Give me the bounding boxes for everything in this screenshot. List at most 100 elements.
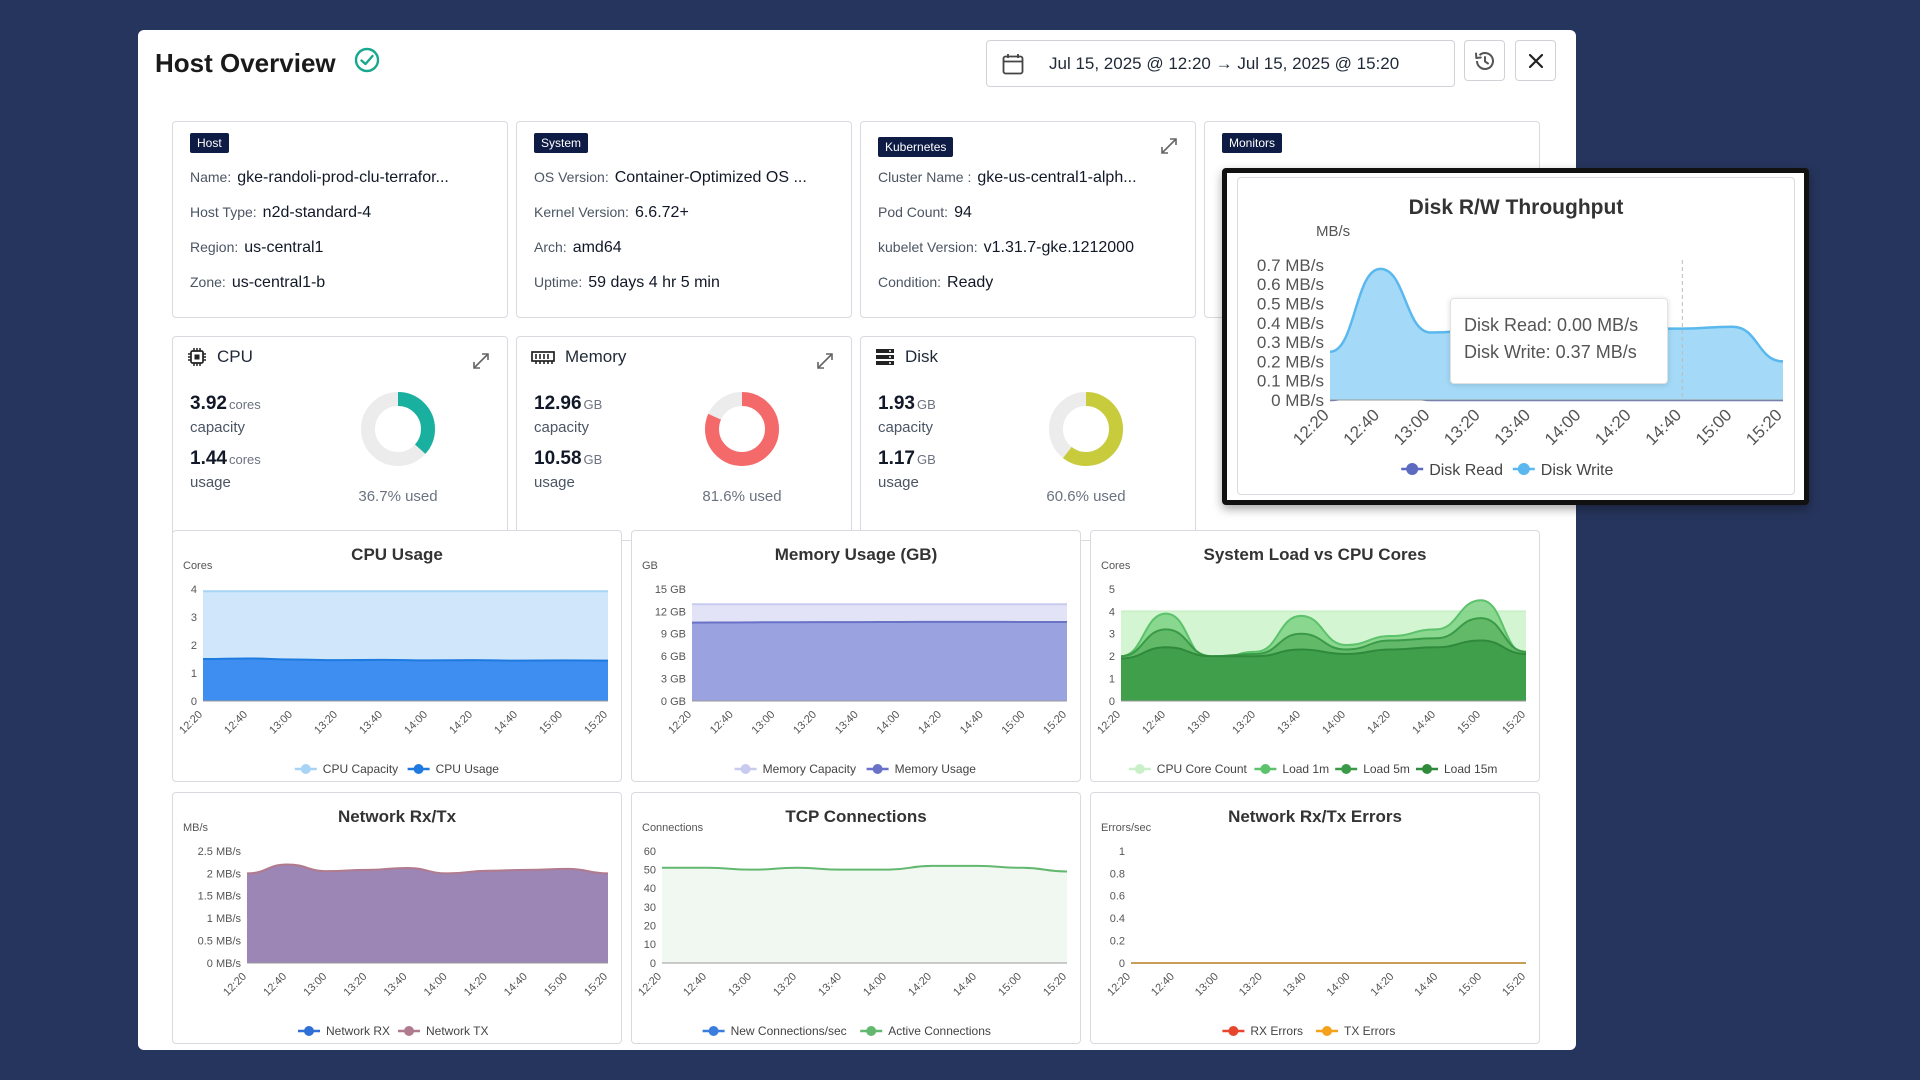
y-tick-label: 1	[1119, 846, 1125, 858]
x-tick-label: 12:40	[1140, 709, 1168, 737]
legend-label: Disk Read	[1429, 462, 1503, 479]
y-tick-label: 2	[191, 640, 197, 652]
y-tick-label: 0.5 MB/s	[1257, 295, 1324, 314]
x-tick-label: 15:00	[1000, 709, 1028, 737]
network-errors-chart: Errors/sec 0 0.2 0.4 0.6 0.8 1 12:20 12:40 13:00 1…	[1101, 822, 1528, 1038]
x-tick-label: 14:00	[861, 971, 889, 999]
row-label: Region:	[190, 239, 239, 255]
memory-used-text: 81.6% used	[702, 488, 782, 505]
legend-item[interactable]: Memory Usage	[866, 762, 977, 776]
y-tick-label: 0 MB/s	[207, 958, 242, 970]
row-value: gke-randoli-prod-clu-terrafor...	[237, 169, 449, 186]
x-tick-label: 15:00	[1692, 405, 1736, 449]
network-chart-card: Network Rx/Tx MB/s 0 MB/s 0.5 MB/s 1 MB/s 1.…	[172, 792, 622, 1044]
x-tick-label: 13:20	[312, 709, 340, 737]
cpu-capacity-value: 3.92 cores	[190, 393, 261, 415]
y-tick-label: 1	[1109, 673, 1115, 685]
y-axis-label: Cores	[183, 560, 213, 572]
y-tick-label: 0 MB/s	[1271, 391, 1324, 410]
x-tick-label: 14:40	[958, 709, 986, 737]
legend-item[interactable]: CPU Usage	[407, 762, 500, 776]
series-line-load-15m	[1120, 639, 1527, 660]
expand-icon[interactable]	[471, 351, 491, 371]
legend-item[interactable]: CPU Core Count	[1128, 762, 1248, 776]
host-row-region: Region: us-central1	[190, 239, 323, 257]
x-tick-label: 14:00	[1541, 405, 1585, 449]
x-tick-label: 14:20	[1365, 709, 1393, 737]
value: 1.93	[878, 393, 915, 414]
legend-item[interactable]: Disk Write	[1512, 462, 1614, 479]
disk-donut	[1049, 392, 1123, 466]
legend-item[interactable]: CPU Capacity	[294, 762, 398, 776]
chart-title: System Load vs CPU Cores	[1203, 545, 1427, 564]
legend-item[interactable]: Network TX	[398, 1024, 488, 1038]
legend-item[interactable]: Network RX	[298, 1024, 390, 1038]
disk-stack-icon	[875, 347, 895, 367]
chart-title: Network Rx/Tx	[337, 807, 457, 826]
k8s-row-pods: Pod Count: 94	[878, 204, 972, 222]
legend-item[interactable]: Load 1m	[1254, 762, 1329, 776]
x-tick-label: 15:20	[582, 709, 610, 737]
x-tick-label: 15:00	[542, 971, 570, 999]
history-button[interactable]	[1464, 40, 1505, 81]
legend-item[interactable]: Memory Capacity	[734, 762, 856, 776]
legend-item[interactable]: New Connections/sec	[702, 1024, 847, 1038]
legend-item[interactable]: Load 15m	[1416, 762, 1497, 776]
y-tick-label: 1	[191, 668, 197, 680]
x-tick-label: 13:40	[357, 709, 385, 737]
cpu-label: CPU	[217, 347, 253, 366]
x-tick-label: 13:00	[750, 709, 778, 737]
calendar-icon	[1002, 53, 1024, 74]
value: 3.92	[190, 393, 227, 414]
row-label: Host Type:	[190, 204, 257, 220]
row-value: v1.31.7-gke.1212000	[983, 239, 1134, 256]
disk-label: Disk	[905, 347, 939, 366]
legend-item[interactable]: RX Errors	[1222, 1024, 1303, 1038]
x-tick-label: 13:40	[1275, 709, 1303, 737]
x-tick-label: 13:00	[1390, 405, 1434, 449]
legend-item[interactable]: TX Errors	[1316, 1024, 1395, 1038]
legend-marker	[413, 764, 424, 774]
close-button[interactable]	[1515, 40, 1556, 81]
y-axis-label: Errors/sec	[1101, 822, 1152, 834]
kubernetes-card: Kubernetes Cluster Name : gke-us-central1…	[860, 121, 1196, 318]
row-label: Cluster Name :	[878, 169, 972, 185]
x-tick-label: 12:40	[222, 709, 250, 737]
disk-resource-card: Disk 1.93 GB capacity 1.17 GB usage 60.6% …	[860, 336, 1196, 541]
legend-label: TX Errors	[1344, 1024, 1395, 1038]
row-value: gke-us-central1-alph...	[977, 169, 1137, 186]
row-label: Zone:	[190, 274, 226, 290]
expand-icon[interactable]	[1159, 136, 1179, 156]
x-tick-label: 14:20	[1591, 405, 1635, 449]
series-line-cpu-usage	[202, 657, 609, 662]
series-area-cpu-usage	[203, 658, 608, 701]
y-tick-label: 0.8	[1110, 868, 1125, 880]
legend-item[interactable]: Active Connections	[860, 1024, 991, 1038]
date-range-picker[interactable]: Jul 15, 2025 @ 12:20 → Jul 15, 2025 @ 15…	[986, 40, 1455, 87]
legend-item[interactable]: Disk Read	[1401, 462, 1503, 479]
series-line-memory-usage	[691, 620, 1068, 624]
x-tick-label: 14:40	[492, 709, 520, 737]
x-tick-label: 12:20	[636, 971, 664, 999]
k8s-row-kubelet: kubelet Version: v1.31.7-gke.1212000	[878, 239, 1134, 257]
memory-usage-chart: GB 0 GB 3 GB 6 GB 9 GB 12 GB 15 GB 12:20 12:40 13…	[642, 560, 1069, 776]
memory-chip-icon	[531, 347, 555, 367]
value: 12.96	[534, 393, 582, 414]
x-tick-label: 15:00	[996, 971, 1024, 999]
unit: cores	[228, 452, 261, 467]
value: 10.58	[534, 448, 582, 469]
donut-used-arc	[705, 392, 779, 466]
chart-title: TCP Connections	[785, 807, 927, 826]
legend-marker	[740, 764, 751, 774]
legend-label: Memory Capacity	[763, 762, 856, 776]
cpu-used-text: 36.7% used	[358, 488, 438, 505]
system-row-uptime: Uptime: 59 days 4 hr 5 min	[534, 274, 720, 292]
value: 1.17	[878, 448, 915, 469]
expand-icon[interactable]	[815, 351, 835, 371]
series-line-load-1m	[1120, 599, 1527, 662]
cpu-usage-chart-card: CPU Usage Cores 0 1 2 3 4 12:20 12:40 13:00 13:20…	[172, 530, 622, 782]
legend-label: Active Connections	[888, 1024, 991, 1038]
legend-item[interactable]: Load 5m	[1335, 762, 1410, 776]
y-tick-label: 0.4	[1110, 913, 1125, 925]
y-tick-label: 0.6	[1110, 891, 1125, 903]
